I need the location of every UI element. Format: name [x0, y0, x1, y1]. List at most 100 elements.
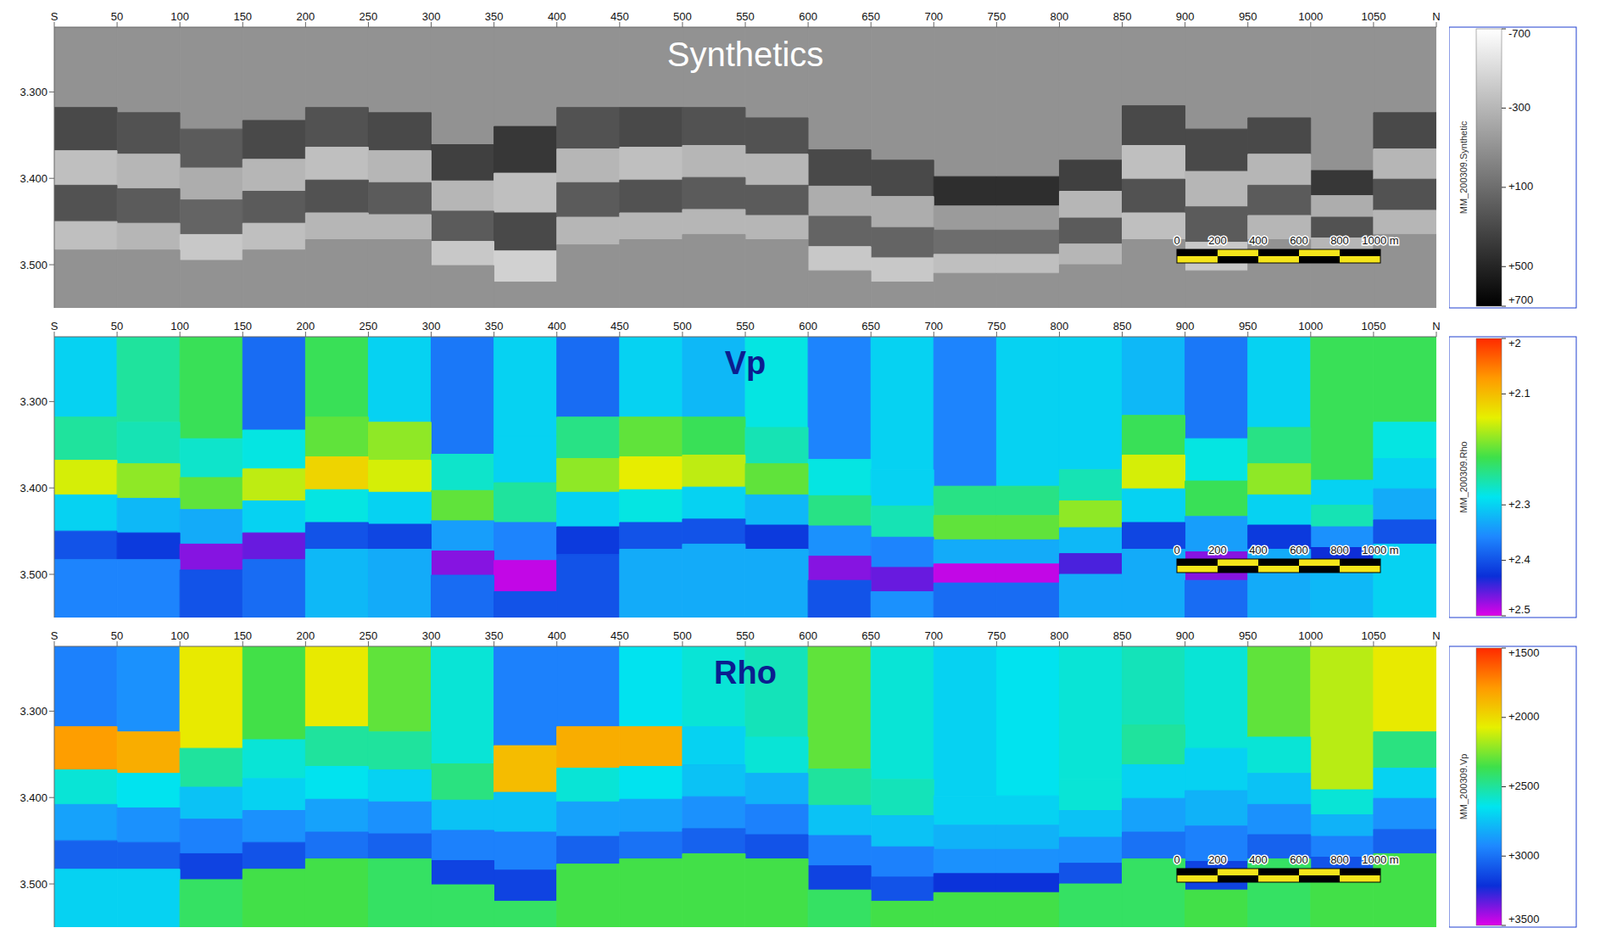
svg-text:800: 800 — [1050, 629, 1070, 642]
svg-text:+2: +2 — [1508, 336, 1522, 350]
svg-text:3.500: 3.500 — [19, 258, 48, 272]
svg-text:450: 450 — [610, 319, 630, 333]
svg-text:100: 100 — [170, 629, 190, 642]
svg-text:400: 400 — [547, 629, 567, 642]
svg-text:800: 800 — [1330, 234, 1350, 247]
svg-text:550: 550 — [735, 319, 755, 333]
svg-text:200: 200 — [296, 10, 316, 23]
svg-text:600: 600 — [798, 319, 818, 333]
svg-text:1050: 1050 — [1360, 629, 1386, 642]
svg-text:400: 400 — [547, 10, 567, 23]
svg-text:1000 m: 1000 m — [1361, 543, 1399, 557]
svg-text:600: 600 — [1289, 234, 1309, 247]
svg-text:600: 600 — [798, 10, 818, 23]
svg-text:100: 100 — [170, 319, 190, 333]
svg-text:N: N — [1432, 319, 1440, 333]
svg-text:S: S — [50, 319, 59, 333]
svg-text:N: N — [1432, 10, 1440, 23]
svg-text:MM_200309.Rho: MM_200309.Rho — [1458, 440, 1469, 513]
svg-text:MM_200309.Vp: MM_200309.Vp — [1458, 753, 1469, 820]
svg-text:200: 200 — [1208, 852, 1227, 866]
svg-text:1000 m: 1000 m — [1361, 852, 1399, 866]
svg-text:100: 100 — [170, 10, 190, 23]
svg-text:300: 300 — [422, 629, 441, 642]
svg-text:800: 800 — [1330, 852, 1350, 866]
svg-text:750: 750 — [987, 10, 1007, 23]
svg-text:350: 350 — [485, 319, 504, 333]
svg-text:600: 600 — [798, 629, 818, 642]
svg-text:600: 600 — [1289, 543, 1309, 557]
svg-text:3.300: 3.300 — [19, 85, 48, 99]
svg-text:700: 700 — [924, 629, 943, 642]
svg-text:0: 0 — [1173, 852, 1180, 866]
svg-text:50: 50 — [111, 319, 123, 333]
svg-text:+500: +500 — [1508, 259, 1534, 273]
svg-text:750: 750 — [987, 629, 1007, 642]
svg-text:650: 650 — [861, 319, 881, 333]
svg-text:1000: 1000 — [1298, 10, 1323, 23]
svg-text:+2.3: +2.3 — [1508, 497, 1531, 511]
svg-text:+700: +700 — [1508, 293, 1534, 307]
svg-text:200: 200 — [296, 629, 316, 642]
svg-text:850: 850 — [1113, 319, 1132, 333]
svg-text:400: 400 — [1248, 852, 1268, 866]
svg-text:0: 0 — [1173, 543, 1180, 557]
svg-text:+3500: +3500 — [1508, 912, 1540, 926]
svg-text:950: 950 — [1238, 10, 1258, 23]
svg-text:3.400: 3.400 — [19, 481, 48, 495]
svg-text:800: 800 — [1050, 319, 1070, 333]
svg-text:3.400: 3.400 — [19, 172, 48, 185]
svg-text:650: 650 — [861, 629, 881, 642]
svg-text:1000: 1000 — [1298, 629, 1323, 642]
svg-text:+3000: +3000 — [1508, 848, 1540, 862]
svg-text:3.300: 3.300 — [19, 704, 48, 718]
svg-text:1050: 1050 — [1360, 10, 1386, 23]
svg-text:150: 150 — [233, 10, 252, 23]
svg-text:750: 750 — [987, 319, 1007, 333]
svg-text:+2000: +2000 — [1508, 709, 1540, 723]
svg-text:0: 0 — [1173, 234, 1180, 247]
svg-text:550: 550 — [735, 629, 755, 642]
svg-text:500: 500 — [673, 319, 692, 333]
svg-text:300: 300 — [422, 10, 441, 23]
svg-text:500: 500 — [673, 10, 692, 23]
svg-text:150: 150 — [233, 319, 252, 333]
svg-text:450: 450 — [610, 10, 630, 23]
svg-text:3.300: 3.300 — [19, 395, 48, 408]
svg-text:650: 650 — [861, 10, 881, 23]
svg-text:+2.5: +2.5 — [1508, 602, 1531, 616]
svg-text:450: 450 — [610, 629, 630, 642]
svg-text:800: 800 — [1050, 10, 1070, 23]
svg-text:700: 700 — [924, 10, 943, 23]
svg-text:3.500: 3.500 — [19, 877, 48, 891]
svg-text:400: 400 — [1248, 234, 1268, 247]
svg-text:400: 400 — [1248, 543, 1268, 557]
svg-text:200: 200 — [1208, 234, 1227, 247]
svg-text:S: S — [50, 629, 59, 642]
svg-text:150: 150 — [233, 629, 252, 642]
svg-text:50: 50 — [111, 10, 123, 23]
svg-text:900: 900 — [1176, 629, 1195, 642]
svg-text:MM_200309.Synthetic: MM_200309.Synthetic — [1458, 120, 1469, 214]
svg-text:50: 50 — [111, 629, 123, 642]
svg-text:-700: -700 — [1508, 27, 1531, 40]
svg-text:900: 900 — [1176, 319, 1195, 333]
svg-text:3.500: 3.500 — [19, 568, 48, 581]
svg-text:200: 200 — [296, 319, 316, 333]
svg-text:950: 950 — [1238, 629, 1258, 642]
svg-text:250: 250 — [359, 629, 379, 642]
svg-text:N: N — [1432, 629, 1440, 642]
svg-text:250: 250 — [359, 319, 379, 333]
svg-text:+2.1: +2.1 — [1508, 386, 1531, 400]
svg-text:350: 350 — [485, 629, 504, 642]
svg-text:1050: 1050 — [1360, 319, 1386, 333]
svg-text:900: 900 — [1176, 10, 1195, 23]
svg-text:+100: +100 — [1508, 179, 1534, 193]
svg-text:950: 950 — [1238, 319, 1258, 333]
svg-text:850: 850 — [1113, 10, 1132, 23]
svg-text:-300: -300 — [1508, 100, 1531, 114]
svg-text:300: 300 — [422, 319, 441, 333]
svg-text:200: 200 — [1208, 543, 1227, 557]
svg-text:1000: 1000 — [1298, 319, 1323, 333]
svg-text:+1500: +1500 — [1508, 646, 1540, 659]
